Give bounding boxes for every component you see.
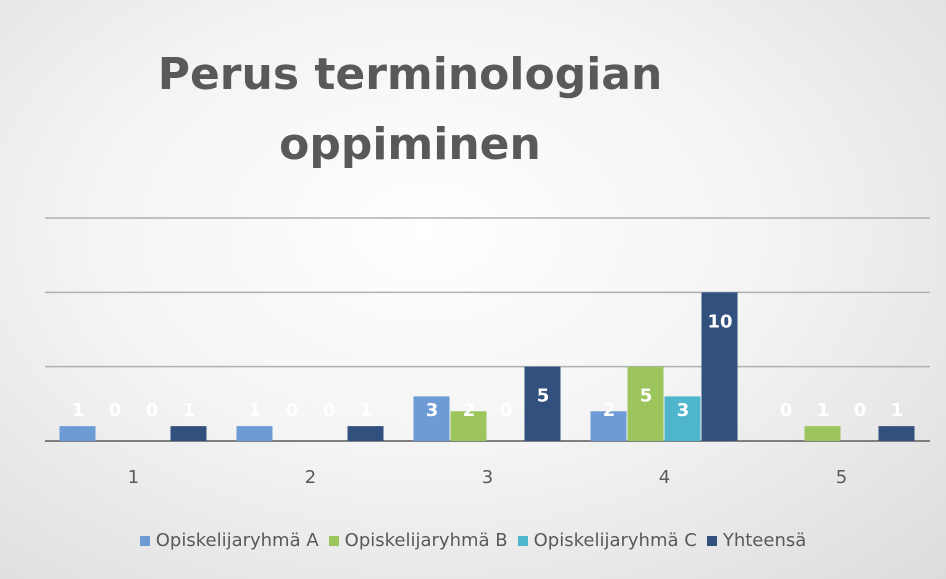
bar: [701, 292, 738, 441]
legend-label: Opiskelijaryhmä B: [344, 530, 508, 551]
bar: [450, 411, 487, 441]
x-tick-label: 3: [482, 467, 493, 488]
data-label: 1: [183, 400, 196, 421]
data-label: 0: [109, 400, 122, 421]
legend-swatch: [328, 535, 339, 546]
x-tick-label: 4: [659, 467, 670, 488]
bar: [627, 366, 664, 441]
bar: [59, 426, 96, 441]
bar: [347, 426, 384, 441]
legend-item: Opiskelijaryhmä A: [139, 530, 319, 551]
legend-item: Yhteensä: [706, 530, 807, 551]
data-label: 0: [286, 400, 299, 421]
bar: [804, 426, 841, 441]
chart-title: Perus terminologian oppiminen: [157, 49, 663, 170]
data-label: 2: [603, 400, 616, 421]
data-label: 5: [640, 386, 653, 407]
data-label: 0: [323, 400, 336, 421]
legend-item: Opiskelijaryhmä B: [328, 530, 508, 551]
bar: [170, 426, 207, 441]
legend-swatch: [139, 535, 150, 546]
x-tick-label: 1: [128, 467, 139, 488]
bar: [878, 426, 915, 441]
x-tick-label: 5: [836, 467, 847, 488]
data-label: 5: [537, 386, 550, 407]
legend-swatch: [706, 535, 717, 546]
bar: [413, 396, 450, 441]
data-label: 10: [707, 311, 732, 332]
x-tick-label: 2: [305, 467, 316, 488]
data-label: 0: [780, 400, 793, 421]
data-label: 1: [72, 400, 85, 421]
data-label: 3: [677, 400, 690, 421]
data-label: 1: [891, 400, 904, 421]
bar: [590, 411, 627, 441]
legend: Opiskelijaryhmä A Opiskelijaryhmä B Opiske…: [0, 530, 946, 551]
bar: [524, 366, 561, 441]
data-label: 0: [146, 400, 159, 421]
legend-item: Opiskelijaryhmä C: [517, 530, 697, 551]
data-label: 1: [360, 400, 373, 421]
data-label: 1: [249, 400, 262, 421]
legend-label: Yhteensä: [722, 530, 807, 551]
legend-swatch: [517, 535, 528, 546]
bar: [236, 426, 273, 441]
data-label: 0: [500, 400, 513, 421]
data-label: 3: [426, 400, 439, 421]
data-label: 2: [463, 400, 476, 421]
data-label: 1: [817, 400, 830, 421]
legend-label: Opiskelijaryhmä C: [533, 530, 697, 551]
data-label: 0: [854, 400, 867, 421]
legend-label: Opiskelijaryhmä A: [155, 530, 319, 551]
bar: [664, 396, 701, 441]
